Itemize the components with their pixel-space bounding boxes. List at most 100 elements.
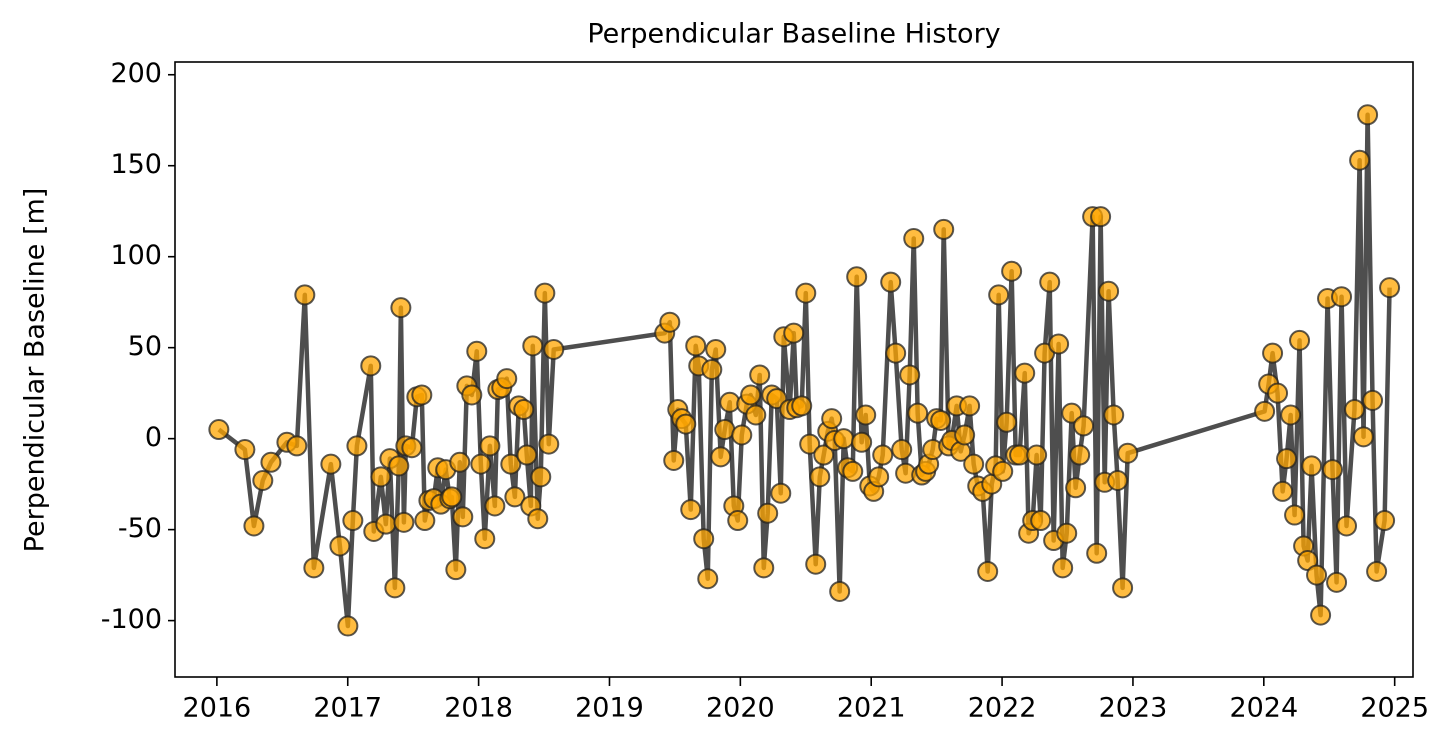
data-point <box>992 460 1014 482</box>
x-tick-label: 2019 <box>575 693 644 724</box>
data-point <box>710 446 732 468</box>
data-point <box>1289 329 1311 351</box>
data-point <box>1056 522 1078 544</box>
data-point <box>1322 459 1344 481</box>
y-tick-label: 200 <box>110 58 162 89</box>
data-point <box>294 284 316 306</box>
data-point <box>855 404 877 426</box>
x-tick-label: 2021 <box>837 693 906 724</box>
data-point <box>868 466 890 488</box>
data-point <box>954 424 976 446</box>
data-point <box>516 444 538 466</box>
data-point <box>1030 510 1052 532</box>
y-tick-label: 100 <box>110 240 162 271</box>
data-point <box>680 499 702 521</box>
data-point <box>1276 448 1298 470</box>
data-point <box>842 460 864 482</box>
data-point <box>1048 333 1070 355</box>
data-point <box>795 282 817 304</box>
data-point <box>1349 149 1371 171</box>
data-point <box>1001 260 1023 282</box>
data-point <box>791 395 813 417</box>
data-point <box>538 433 560 455</box>
data-point <box>1073 415 1095 437</box>
data-point <box>337 615 359 637</box>
data-point <box>846 266 868 288</box>
data-point <box>959 395 981 417</box>
data-point <box>891 439 913 461</box>
data-point <box>885 342 907 364</box>
x-tick-label: 2017 <box>313 693 382 724</box>
data-point <box>534 282 556 304</box>
data-point <box>1353 426 1375 448</box>
data-point <box>543 338 565 360</box>
data-point <box>799 433 821 455</box>
data-point <box>449 451 471 473</box>
data-point <box>880 271 902 293</box>
y-tick-label: 50 <box>128 331 162 362</box>
x-tick-label: 2016 <box>183 693 252 724</box>
data-point <box>1326 571 1348 593</box>
data-point <box>286 435 308 457</box>
data-point <box>930 409 952 431</box>
data-point <box>370 466 392 488</box>
data-point <box>1103 404 1125 426</box>
data-point <box>513 399 535 421</box>
data-point <box>833 428 855 450</box>
data-point <box>1306 564 1328 586</box>
chart-title: Perpendicular Baseline History <box>587 19 1000 50</box>
x-tick-label: 2020 <box>706 693 775 724</box>
data-point <box>809 466 831 488</box>
data-point <box>977 560 999 582</box>
data-point <box>829 580 851 602</box>
y-tick-label: -100 <box>101 604 162 635</box>
data-point <box>1357 104 1379 126</box>
data-point <box>360 355 382 377</box>
data-point <box>1262 342 1284 364</box>
data-point <box>530 466 552 488</box>
data-point <box>414 510 436 532</box>
data-point <box>375 513 397 535</box>
series-line <box>217 112 1392 629</box>
data-point <box>675 413 697 435</box>
data-point <box>757 502 779 524</box>
data-point <box>208 419 230 441</box>
data-point <box>1065 477 1087 499</box>
y-tick-label: 0 <box>145 422 162 453</box>
data-point <box>346 435 368 457</box>
data-point <box>384 577 406 599</box>
data-point <box>496 368 518 390</box>
data-point <box>719 391 741 413</box>
x-tick-label: 2018 <box>444 693 513 724</box>
data-point <box>461 384 483 406</box>
data-point <box>1336 515 1358 537</box>
data-point <box>1331 286 1353 308</box>
data-point <box>753 557 775 579</box>
x-tick-label: 2022 <box>968 693 1037 724</box>
y-tick-label: 150 <box>110 149 162 180</box>
data-point <box>963 453 985 475</box>
data-point <box>234 439 256 461</box>
data-point <box>821 408 843 430</box>
data-point <box>1107 469 1129 491</box>
data-point <box>872 444 894 466</box>
data-point <box>401 437 423 459</box>
data-point <box>1310 604 1332 626</box>
data-point <box>470 453 492 475</box>
x-tick-label: 2024 <box>1229 693 1298 724</box>
data-point <box>996 411 1018 433</box>
x-tick-label: 2025 <box>1360 693 1429 724</box>
data-point <box>260 451 282 473</box>
data-point <box>697 568 719 590</box>
data-point <box>805 553 827 575</box>
data-point <box>500 453 522 475</box>
data-point <box>303 557 325 579</box>
data-point <box>445 559 467 581</box>
data-point <box>1272 480 1294 502</box>
data-point <box>705 338 727 360</box>
data-point <box>474 528 496 550</box>
plot-frame <box>174 61 1414 678</box>
data-point <box>1117 442 1139 464</box>
data-point <box>813 444 835 466</box>
